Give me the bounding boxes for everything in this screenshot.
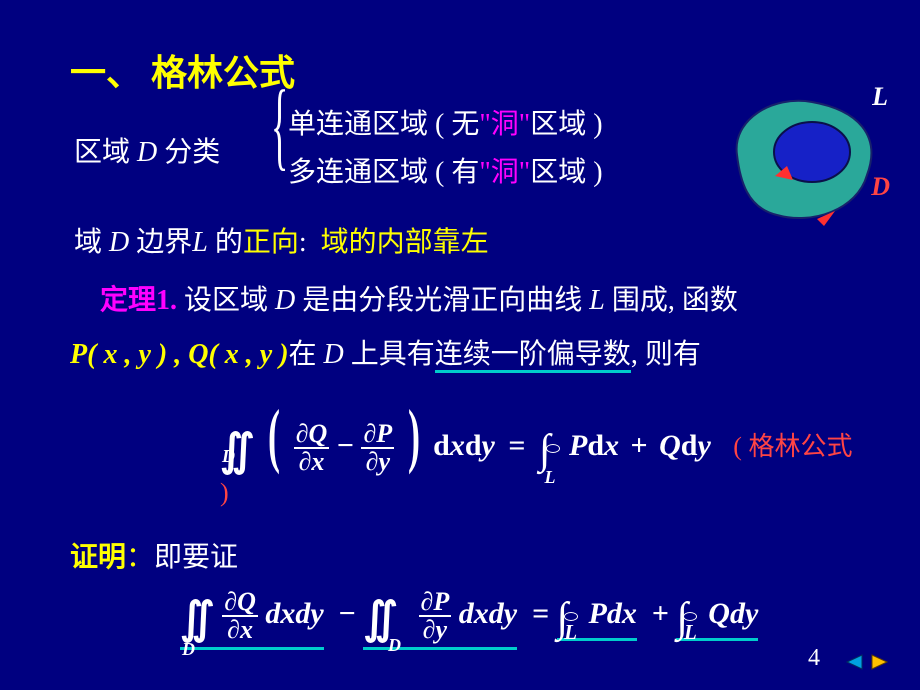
pq-line: P( x , y ) , Q( x , y )在 D 上具有连续一阶偏导数, 则… — [70, 332, 860, 372]
prev-button[interactable] — [844, 653, 864, 676]
brace-icon: { — [271, 69, 288, 182]
diagram-label-L: L — [872, 82, 888, 112]
option-simply-connected: 单连通区域 ( 无"洞"区域 ) — [288, 102, 688, 142]
boundary-direction: 域 D 边界L 的正向: 域的内部靠左 — [70, 220, 860, 260]
page-number: 4 — [808, 645, 820, 672]
next-button[interactable] — [870, 653, 890, 676]
proof-line: 证明：即要证 — [70, 535, 860, 575]
classify-text: 区域 D 分类 — [74, 130, 220, 170]
diagram-label-D: D — [871, 172, 890, 202]
option-multiply-connected: 多连通区域 ( 有"洞"区域 ) — [288, 150, 688, 190]
theorem-statement: 定理1. 设区域 D 是由分段光滑正向曲线 L 围成, 函数 — [70, 278, 860, 318]
proof-formula: ∬D ∂Q∂x dxdy − ∬D ∂P∂y dxdy = ∫L Pdx + ∫… — [70, 583, 860, 650]
green-formula: ∬D ( ∂Q∂x − ∂P∂y ) dxdy = ∫L Pdx + Qdy (… — [70, 390, 860, 509]
